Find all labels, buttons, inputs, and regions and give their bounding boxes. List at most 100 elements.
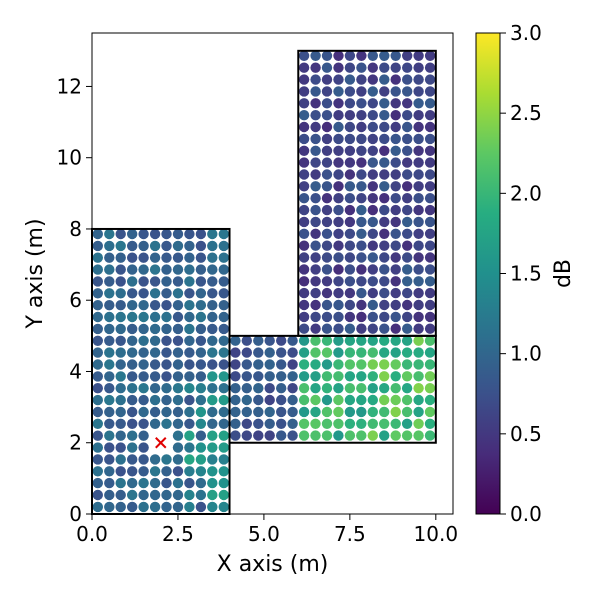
data-point	[149, 228, 161, 240]
data-point	[424, 287, 436, 299]
data-point	[356, 418, 367, 429]
data-point	[333, 359, 344, 370]
data-point	[161, 383, 172, 394]
data-point	[321, 252, 333, 263]
data-point	[356, 287, 367, 299]
data-point	[115, 442, 126, 453]
data-point	[161, 347, 172, 358]
data-point	[379, 133, 390, 145]
data-point	[195, 335, 207, 346]
data-point	[138, 264, 149, 275]
data-point	[401, 418, 413, 429]
data-point	[195, 454, 207, 465]
data-point	[149, 276, 161, 287]
data-point	[230, 335, 241, 346]
data-point	[298, 371, 310, 382]
data-point	[149, 323, 161, 335]
data-point	[253, 406, 264, 418]
data-point	[344, 323, 356, 334]
data-point	[402, 74, 413, 85]
data-point	[115, 311, 126, 323]
data-point	[207, 501, 218, 513]
data-point	[344, 371, 356, 382]
data-point	[424, 430, 436, 441]
data-point	[218, 276, 229, 287]
data-point	[161, 371, 172, 382]
data-point	[321, 406, 333, 418]
data-point	[218, 442, 229, 453]
data-point	[321, 228, 333, 239]
data-point	[402, 216, 413, 228]
data-point	[424, 406, 436, 418]
x-tick-label: 7.5	[334, 522, 366, 546]
data-point	[195, 418, 207, 429]
data-point	[298, 264, 310, 275]
y-axis-label: Y axis (m)	[23, 218, 48, 329]
data-point	[379, 371, 390, 382]
data-point	[195, 371, 207, 382]
data-point	[138, 442, 149, 453]
data-point	[172, 228, 184, 240]
data-point	[344, 276, 356, 287]
data-point	[92, 442, 104, 453]
data-point	[344, 394, 356, 406]
data-point	[333, 418, 344, 429]
data-point	[138, 347, 149, 358]
data-point	[356, 110, 367, 121]
data-point	[138, 430, 149, 441]
data-point	[333, 169, 344, 180]
data-point	[92, 276, 104, 287]
data-point	[413, 287, 424, 299]
data-point	[241, 394, 252, 406]
data-point	[92, 371, 104, 382]
data-point	[333, 406, 344, 418]
data-point	[195, 347, 207, 358]
data-point	[424, 418, 436, 429]
data-point	[310, 169, 321, 180]
data-point	[92, 240, 104, 252]
data-point	[218, 371, 229, 382]
data-point	[333, 181, 344, 192]
data-point	[390, 394, 401, 406]
data-point	[127, 335, 138, 346]
data-point	[172, 276, 184, 287]
data-point	[390, 276, 401, 287]
data-point	[264, 371, 275, 382]
data-point	[333, 430, 344, 441]
data-point	[344, 228, 356, 239]
data-point	[367, 181, 378, 192]
data-point	[207, 394, 218, 406]
data-point	[310, 264, 321, 275]
data-point	[138, 466, 149, 477]
data-point	[344, 193, 356, 204]
data-point	[104, 406, 115, 418]
data-point	[195, 501, 207, 513]
data-point	[207, 477, 218, 489]
data-point	[413, 169, 424, 180]
colorbar-tick-label: 2.5	[510, 101, 542, 125]
data-point	[115, 477, 126, 489]
data-point	[379, 169, 390, 180]
data-point	[207, 359, 218, 370]
data-point	[344, 383, 356, 394]
data-point	[390, 240, 401, 251]
x-axis-ticks: 0.0 2.5 5.0 7.5 10.0	[76, 514, 458, 546]
data-point	[390, 252, 401, 263]
data-point	[379, 299, 390, 311]
data-point	[218, 359, 229, 370]
data-point	[310, 110, 321, 121]
data-point	[298, 181, 310, 192]
data-point	[333, 371, 344, 382]
data-point	[264, 383, 275, 394]
data-point	[402, 98, 413, 109]
data-point	[115, 252, 126, 263]
data-point	[402, 62, 413, 73]
data-point	[104, 466, 115, 477]
data-point	[241, 335, 252, 346]
data-point	[321, 347, 333, 358]
data-point	[127, 228, 138, 240]
data-point	[356, 276, 367, 287]
data-point	[379, 276, 390, 287]
data-point	[298, 50, 310, 61]
data-point	[344, 216, 356, 228]
